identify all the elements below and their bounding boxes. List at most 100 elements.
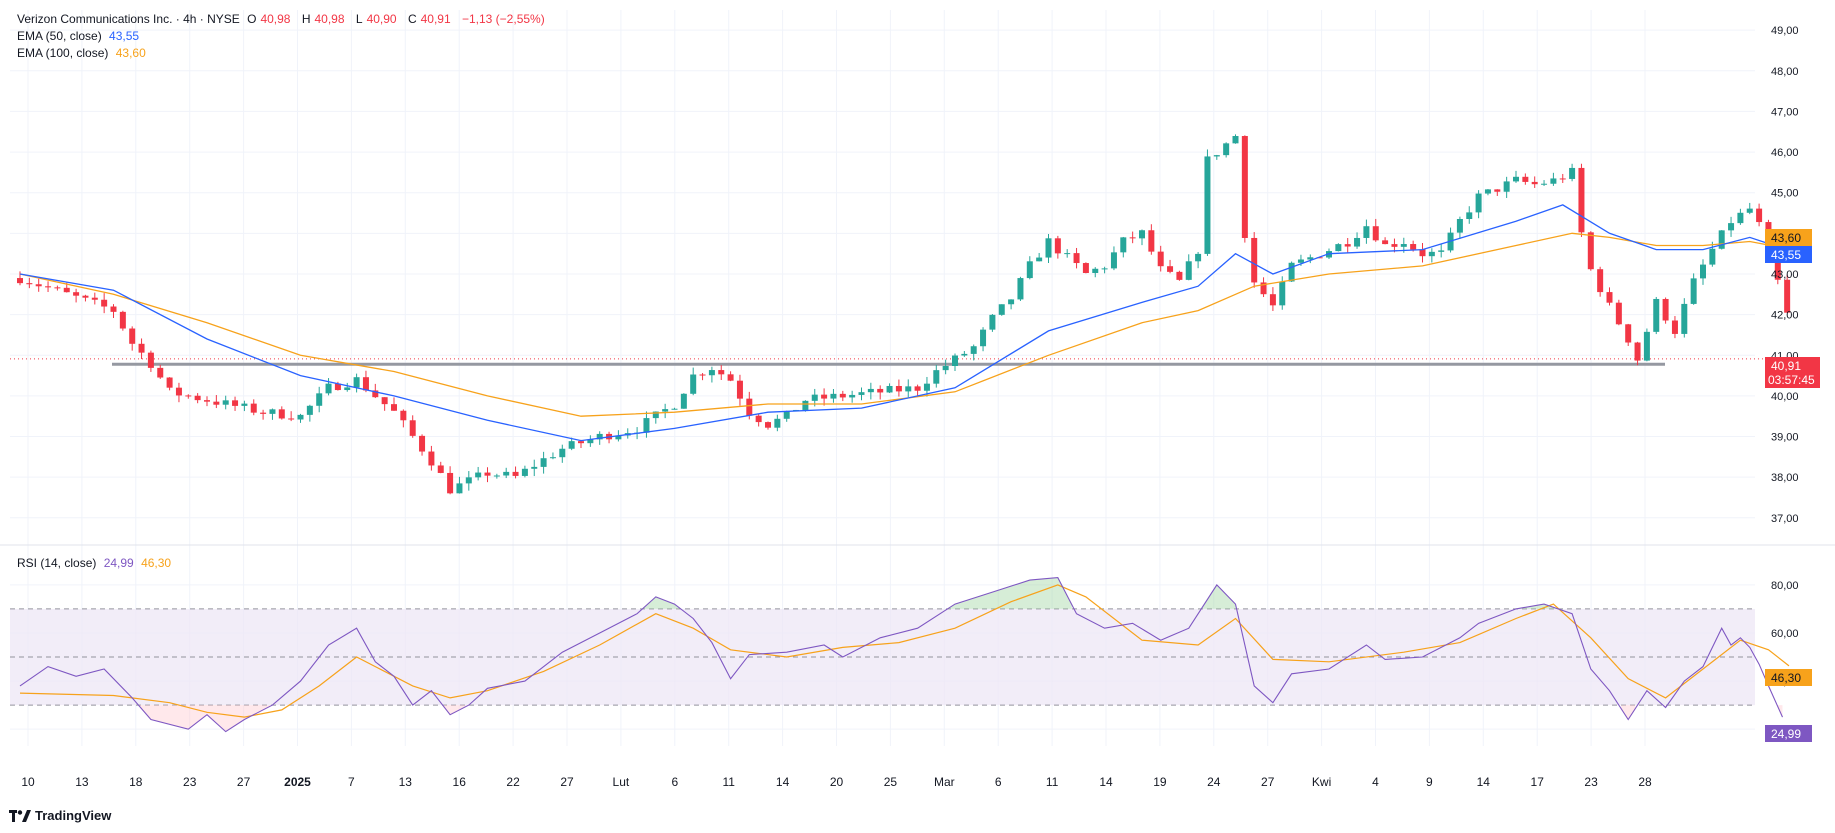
candle-body [1606,292,1613,303]
ema100-label: EMA (100, close) [17,46,109,60]
rsi-ma-badge-text: 46,30 [1771,671,1801,685]
time-tick-label: 13 [75,775,89,789]
candle-body [1279,281,1286,306]
candle-body [35,284,42,287]
rsi-value: 24,99 [103,556,134,570]
ohlc-high: H 40,98 [301,12,345,26]
time-tick-label: 20 [830,775,844,789]
candle-body [213,401,220,405]
time-tick-label: 10 [21,775,35,789]
last-price-badge [1765,357,1820,388]
price-axis[interactable]: 49,0048,0047,0046,0045,0044,0043,0042,00… [1771,25,1799,525]
candle-body [456,483,463,494]
candle-body [718,370,725,375]
candle-body [1382,240,1389,245]
rsi-legend[interactable]: RSI (14, close) 24,99 46,30 [17,556,175,570]
symbol-legend[interactable]: Verizon Communications Inc. · 4h · NYSE … [17,12,549,26]
rsi-tick-label: 60,00 [1771,628,1799,640]
candle-body [1671,320,1678,334]
time-tick-label: 23 [183,775,197,789]
candle-body [905,386,912,392]
time-tick-label: 27 [1261,775,1275,789]
candle-body [1559,178,1566,180]
symbol-title: Verizon Communications Inc. · 4h · NYSE [17,12,240,26]
candle-body [1419,249,1426,257]
time-tick-label: 22 [506,775,520,789]
candle-body [1597,269,1604,293]
rsi-oversold-fill [443,705,467,715]
candle-body [895,385,902,392]
candle-body [54,287,61,289]
time-tick-label: 7 [348,775,355,789]
time-tick-label: 27 [237,775,251,789]
ohlc-open: O 40,98 [247,12,291,26]
candle-body [1232,136,1239,144]
candle-body [353,377,360,388]
price-tick-label: 47,00 [1771,106,1799,118]
candle-body [73,292,80,296]
time-tick-label: 14 [1477,775,1491,789]
candle-body [362,377,369,391]
candle-body [839,393,846,398]
candle-body [1718,230,1725,249]
rsi-tick-label: 80,00 [1771,580,1799,592]
candle-body [381,397,388,405]
candle-body [484,472,491,476]
brand-name: TradingView [35,808,112,823]
candle-body [1008,299,1015,305]
candle-body [45,286,52,288]
candle-body [765,422,771,428]
candle-body [559,448,566,458]
candle-body [465,477,472,484]
price-tick-label: 37,00 [1771,513,1799,525]
candle-body [596,433,603,440]
candle-body [278,409,285,419]
candle-body [615,435,622,440]
rsi-overbought-fill [1202,584,1236,609]
candle-body [1494,189,1501,192]
time-tick-label: 17 [1531,775,1545,789]
candle-body [699,374,706,376]
candle-body [250,403,257,413]
candle-body [166,377,173,388]
candle-body [1110,252,1117,269]
candle-body [1774,257,1781,280]
ema100-line [19,232,1793,417]
candle-body [101,299,108,307]
tradingview-logo[interactable]: TradingView [9,808,111,823]
time-tick-label: Lut [613,775,630,789]
candle-body [1728,223,1735,231]
candle-body [708,370,715,376]
candle-body [297,414,304,420]
time-tick-label: 6 [671,775,678,789]
candle-body [1410,244,1417,250]
candle-body [493,475,500,477]
ema50-legend[interactable]: EMA (50, close) 43,55 [17,29,143,43]
candle-body [755,415,762,423]
candle-body [1475,193,1482,213]
candle-body [1251,237,1258,283]
candle-body [1223,143,1230,156]
time-tick-label: 18 [129,775,143,789]
candle-body [578,441,584,444]
ema50-badge [1765,246,1812,263]
candle-body [110,306,117,312]
time-tick-label: 28 [1638,775,1652,789]
candle-body [867,388,874,393]
rsi-oversold-fill [139,705,271,732]
candle-body [1625,324,1632,343]
candle-body [334,383,341,391]
price-tick-label: 45,00 [1771,188,1799,200]
candle-body [933,370,940,384]
ema100-legend[interactable]: EMA (100, close) 43,60 [17,46,150,60]
candle-body [923,383,930,391]
candle-body [185,395,192,397]
candle-body [1503,181,1510,192]
candle-body [1456,219,1463,233]
candle-body [1204,156,1211,254]
candle-body [1615,302,1622,325]
time-axis[interactable]: 10 13 18 23 27 2025 7 13 16 22 27 Lut 6 11 14 20 25 Mar 6 1… [21,775,1652,789]
candle-body [409,420,416,436]
